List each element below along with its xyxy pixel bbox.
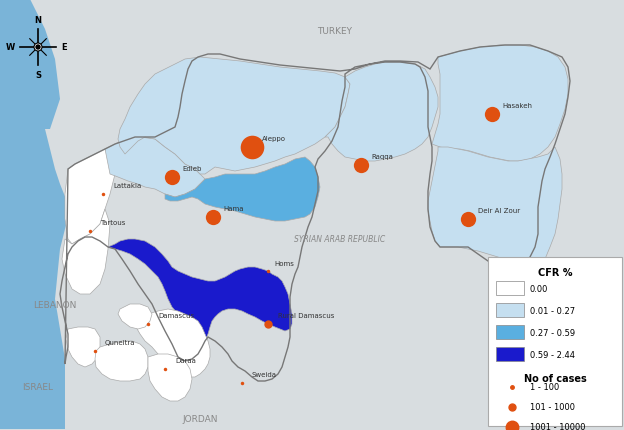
- Polygon shape: [66, 327, 100, 367]
- Text: Deir Al Zour: Deir Al Zour: [478, 208, 520, 214]
- Polygon shape: [118, 58, 350, 175]
- Text: CFR %: CFR %: [538, 267, 572, 277]
- Text: SYRIAN ARAB REPUBLIC: SYRIAN ARAB REPUBLIC: [295, 235, 386, 244]
- Text: TURKEY: TURKEY: [318, 28, 353, 37]
- Text: 0.59 - 2.44: 0.59 - 2.44: [530, 350, 575, 359]
- Circle shape: [36, 46, 40, 50]
- Text: 0.00: 0.00: [530, 284, 548, 293]
- Text: Hasakeh: Hasakeh: [502, 103, 532, 109]
- Text: E: E: [61, 43, 67, 52]
- Text: Damascus: Damascus: [158, 312, 194, 318]
- Text: Homs: Homs: [274, 261, 294, 266]
- Text: 0.01 - 0.27: 0.01 - 0.27: [530, 306, 575, 315]
- Text: IRAQ: IRAQ: [557, 297, 578, 306]
- Text: Rural Damascus: Rural Damascus: [278, 312, 334, 318]
- Text: 1 - 100: 1 - 100: [530, 383, 559, 392]
- Text: N: N: [34, 16, 42, 25]
- Polygon shape: [428, 147, 562, 267]
- Text: JORDAN: JORDAN: [182, 415, 218, 424]
- Bar: [496, 325, 524, 339]
- Text: 0.27 - 0.59: 0.27 - 0.59: [530, 328, 575, 337]
- Text: Raqqa: Raqqa: [371, 154, 393, 160]
- Polygon shape: [65, 150, 115, 244]
- Polygon shape: [135, 309, 210, 377]
- Bar: [496, 347, 524, 361]
- Circle shape: [34, 44, 42, 52]
- Text: No of cases: No of cases: [524, 373, 587, 383]
- Bar: [496, 303, 524, 317]
- Text: 101 - 1000: 101 - 1000: [530, 402, 575, 412]
- Polygon shape: [432, 46, 568, 162]
- Text: Hama: Hama: [223, 206, 243, 212]
- Polygon shape: [0, 130, 70, 429]
- FancyBboxPatch shape: [488, 258, 622, 426]
- Polygon shape: [95, 341, 148, 381]
- Polygon shape: [105, 138, 205, 197]
- Text: W: W: [6, 43, 15, 52]
- Polygon shape: [325, 63, 438, 162]
- Text: Edleb: Edleb: [182, 166, 202, 172]
- Text: S: S: [35, 71, 41, 80]
- Text: Lattakia: Lattakia: [113, 183, 141, 189]
- Polygon shape: [108, 240, 292, 344]
- Text: ISRAEL: ISRAEL: [22, 383, 54, 392]
- Text: Tartous: Tartous: [100, 219, 125, 225]
- Polygon shape: [62, 209, 110, 294]
- Polygon shape: [118, 304, 152, 329]
- Polygon shape: [165, 158, 320, 221]
- Text: Aleppo: Aleppo: [262, 136, 286, 141]
- Bar: [496, 281, 524, 295]
- Polygon shape: [148, 354, 192, 401]
- Text: LEBANON: LEBANON: [33, 300, 77, 309]
- Text: Daraa: Daraa: [175, 357, 196, 363]
- Text: Sweida: Sweida: [252, 371, 277, 377]
- Text: 1001 - 10000: 1001 - 10000: [530, 423, 585, 430]
- Text: Quneitra: Quneitra: [105, 339, 135, 345]
- Polygon shape: [0, 0, 60, 130]
